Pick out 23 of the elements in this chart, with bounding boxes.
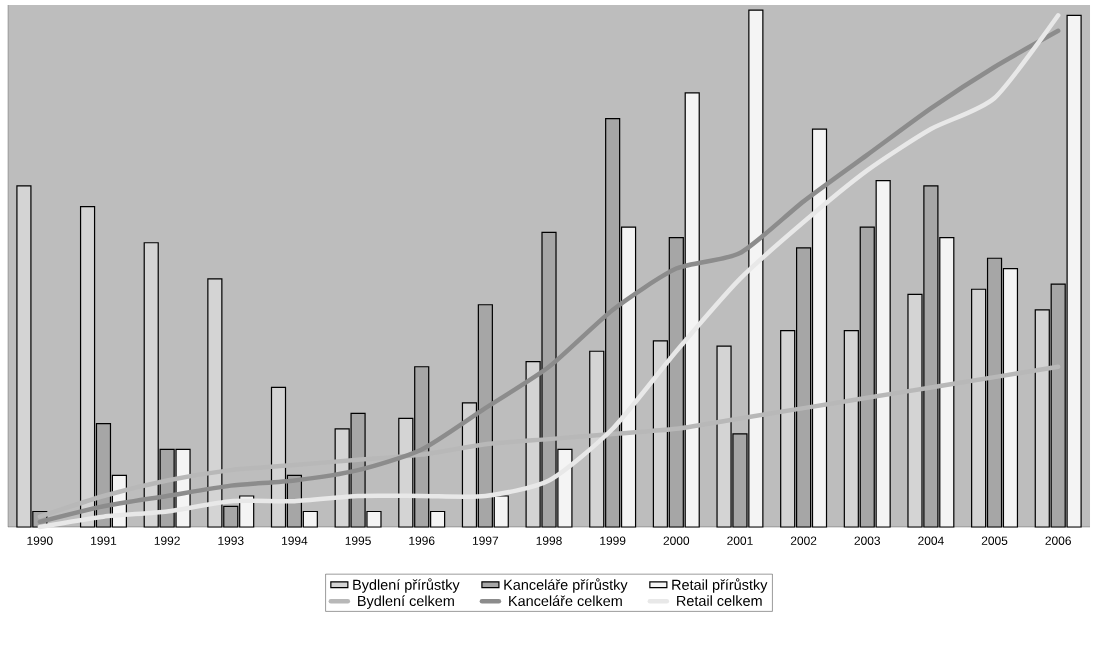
legend-label: Retail celkem [677,595,762,606]
legend-label: Bydlení přírůstky [353,578,460,593]
x-tick-label: 1991 [91,536,117,545]
x-tick-label: 1996 [409,536,435,545]
x-tick-label: 1994 [282,536,308,545]
x-tick-label: 2003 [854,536,881,545]
x-tick-label: 2005 [981,536,1008,545]
x-tick-label: 1995 [345,536,371,545]
x-tick-label: 2006 [1045,536,1071,545]
legend-label: Retail přírůstky [672,578,768,593]
legend-label: Bydlení celkem [358,595,454,609]
x-tick-label: 2001 [727,536,753,545]
x-tick-label: 2000 [663,536,690,545]
x-tick-label: 1999 [600,536,626,545]
x-tick-label: 1990 [27,536,53,545]
x-tick-label: 1992 [154,536,180,545]
x-tick-label: 1997 [472,536,499,545]
x-tick-label: 1998 [536,536,562,545]
x-tick-label: 2004 [918,536,944,545]
legend-label: Kanceláře přírůstky [504,578,628,593]
legend-label: Kanceláře celkem [509,595,622,607]
x-tick-label: 2002 [790,536,817,545]
x-tick-label: 1993 [218,536,244,545]
